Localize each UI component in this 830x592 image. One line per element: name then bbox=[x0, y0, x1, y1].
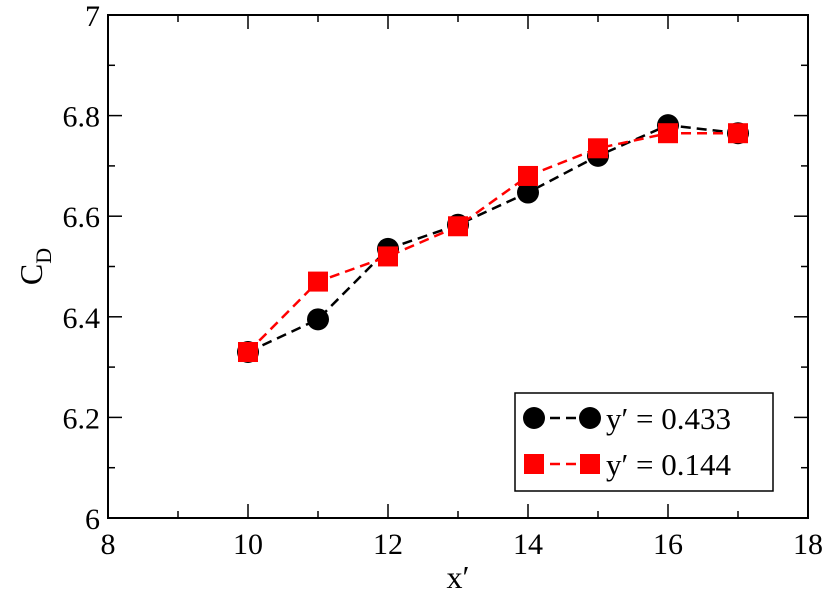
y-axis-label-main: C bbox=[13, 264, 49, 285]
x-tick-label: 12 bbox=[373, 528, 403, 561]
legend-marker bbox=[523, 407, 545, 429]
y-tick-label: 6.8 bbox=[63, 101, 101, 134]
y-axis-label: CD bbox=[13, 248, 56, 285]
x-tick-label: 8 bbox=[101, 528, 116, 561]
tick-labels: 8 10 12 14 16 18 6 6.2 6.4 6.6 6.8 7 bbox=[63, 0, 824, 561]
series-2-point bbox=[588, 138, 608, 159]
series-2-point bbox=[378, 246, 398, 267]
y-tick-label: 6.6 bbox=[63, 201, 101, 234]
legend-label: y′ = 0.433 bbox=[606, 401, 731, 436]
legend-label: y′ = 0.144 bbox=[606, 447, 732, 482]
y-tick-label: 7 bbox=[85, 0, 100, 33]
series-2 bbox=[238, 123, 748, 363]
series-1-line bbox=[247, 123, 739, 354]
legend-box bbox=[514, 392, 774, 492]
plot-frame bbox=[107, 14, 809, 519]
x-tick-label: 18 bbox=[793, 528, 823, 561]
series-2-point bbox=[728, 123, 748, 144]
series-1-point bbox=[307, 308, 329, 331]
x-axis-label: x′ bbox=[447, 559, 470, 592]
series-2-point bbox=[238, 342, 258, 363]
x-tick-label: 14 bbox=[513, 528, 543, 561]
series-2-point bbox=[658, 123, 678, 144]
x-tick-label: 16 bbox=[653, 528, 683, 561]
y-tick-label: 6.4 bbox=[63, 302, 101, 335]
y-tick-label: 6 bbox=[85, 503, 100, 536]
x-tick-label: 10 bbox=[233, 528, 263, 561]
legend-marker bbox=[579, 407, 601, 429]
legend-marker bbox=[580, 454, 600, 474]
series-2-point bbox=[308, 271, 328, 292]
legend: y′ = 0.433 y′ = 0.144 bbox=[514, 392, 774, 492]
series-1-point bbox=[517, 181, 539, 204]
y-tick-label: 6.2 bbox=[63, 402, 101, 435]
legend-item-2: y′ = 0.144 bbox=[524, 447, 732, 482]
y-axis-label-subscript: D bbox=[31, 248, 56, 264]
series-layer bbox=[237, 114, 749, 364]
series-2-point bbox=[518, 165, 538, 186]
legend-item-1: y′ = 0.433 bbox=[523, 401, 731, 436]
series-2-point bbox=[448, 216, 468, 237]
series-2-line bbox=[247, 131, 738, 353]
legend-marker bbox=[524, 454, 544, 474]
series-1 bbox=[237, 114, 749, 364]
